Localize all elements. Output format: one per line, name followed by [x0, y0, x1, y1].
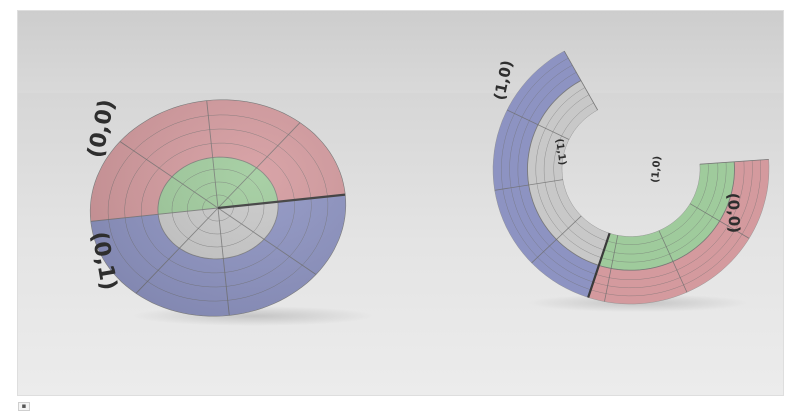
- right-annulus-ring-6: [501, 57, 761, 297]
- right-annulus-ring-5: [509, 65, 753, 289]
- right-annulus-spoke-0: [699, 158, 769, 165]
- right-annulus-spoke-3: [604, 235, 619, 302]
- right-annulus-label-outer-red: (0,0): [724, 193, 743, 234]
- right-annulus-label-inner-gray: (1,1): [553, 138, 568, 166]
- right-annulus-label-inner-green: (1,0): [650, 156, 663, 184]
- right-annulus-spoke-6: [506, 109, 570, 140]
- right-annulus: [492, 50, 770, 305]
- right-annulus-spoke-2: [658, 230, 688, 293]
- left-disc: [89, 99, 347, 317]
- right-annulus-spoke-5: [494, 179, 563, 191]
- rendered-scene: (0,0) (0,1) (1,0) (1,1) (1,0) (0,0): [18, 11, 783, 395]
- right-annulus-ring-4: [517, 72, 745, 280]
- right-annulus-spoke-4: [531, 215, 582, 264]
- right-annulus-ring-2: [535, 87, 727, 263]
- image-icon: ▪: [18, 402, 30, 411]
- right-annulus-ring-0: [553, 102, 709, 245]
- right-annulus-seam: [587, 232, 611, 298]
- render-frame: (0,0) (0,1) (1,0) (1,1) (1,0) (0,0): [17, 10, 784, 396]
- right-annulus-ring-1: [543, 94, 719, 255]
- left-disc-outline: [89, 99, 347, 317]
- right-annulus-ring-3: [527, 80, 735, 271]
- right-annulus-spoke-1: [689, 203, 750, 239]
- backdrop-wall: [18, 11, 783, 93]
- right-annulus-spoke-7: [563, 50, 598, 111]
